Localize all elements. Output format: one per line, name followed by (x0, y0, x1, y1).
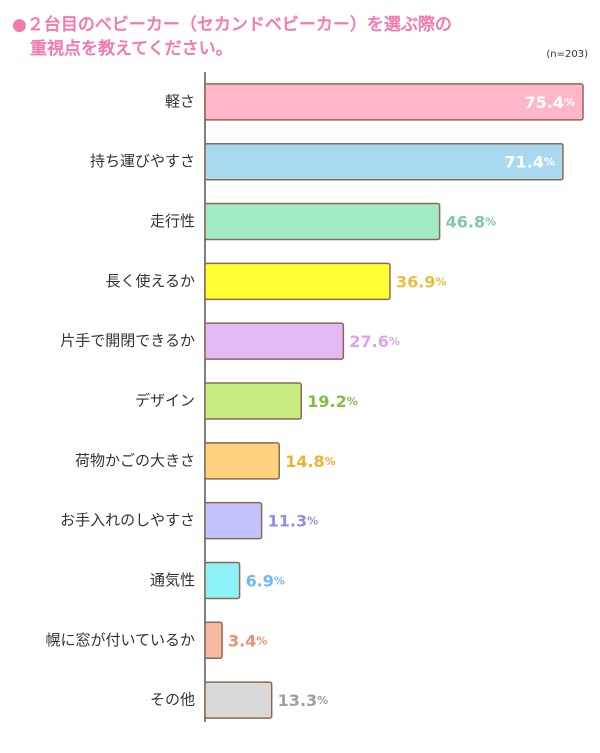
value-label: 3.4% (228, 631, 267, 650)
bar (204, 83, 584, 121)
value-number: 3.4 (228, 631, 256, 650)
category-label: 持ち運びやすさ (90, 152, 195, 170)
value-unit: % (564, 96, 575, 109)
category-label: 幌に窓が付いているか (45, 631, 195, 649)
bar (204, 382, 303, 420)
category-label: 片手で開閉できるか (60, 332, 195, 350)
bar (204, 442, 280, 480)
sample-size: (n=203) (546, 49, 588, 60)
value-number: 36.9 (396, 272, 435, 291)
value-label: 46.8% (446, 212, 497, 231)
category-label: 軽さ (165, 92, 195, 110)
bar (204, 561, 241, 600)
category-label: 長く使えるか (105, 272, 195, 290)
value-number: 46.8 (446, 212, 485, 231)
bar (204, 501, 263, 540)
value-unit: % (544, 156, 555, 169)
value-label: 6.9% (246, 571, 285, 590)
value-label: 11.3% (268, 511, 319, 530)
chart-title: ●２台目のベビーカー（セカンドベビーカー）を選ぶ際の (12, 14, 452, 35)
value-number: 13.3 (278, 691, 317, 710)
chart-title: 重視点を教えてください。 (30, 38, 233, 59)
bar (204, 262, 391, 301)
bar (204, 142, 564, 181)
category-label: その他 (150, 691, 195, 709)
value-number: 71.4 (504, 152, 543, 171)
value-unit: % (485, 216, 496, 229)
bar (204, 681, 273, 719)
value-unit: % (325, 455, 336, 468)
value-number: 6.9 (246, 571, 274, 590)
bar (204, 322, 345, 360)
value-label: 13.3% (278, 691, 329, 710)
category-label: デザイン (135, 392, 195, 410)
value-label: 19.2% (307, 392, 358, 411)
value-label: 36.9% (396, 272, 447, 291)
value-label: 14.8% (285, 451, 336, 470)
value-label: 71.4% (504, 152, 555, 171)
value-unit: % (256, 634, 267, 647)
value-number: 75.4 (524, 92, 563, 111)
value-number: 11.3 (268, 511, 307, 530)
value-number: 14.8 (285, 451, 324, 470)
value-label: 75.4% (524, 92, 575, 111)
bar (204, 202, 441, 241)
bar (204, 621, 223, 660)
category-label: 走行性 (150, 212, 195, 230)
category-label: 荷物かごの大きさ (75, 451, 195, 469)
value-unit: % (389, 335, 400, 348)
value-unit: % (347, 395, 358, 408)
category-label: お手入れのしやすさ (60, 511, 195, 529)
value-unit: % (274, 574, 285, 587)
category-label: 通気性 (150, 571, 195, 589)
value-unit: % (435, 275, 446, 288)
value-number: 19.2 (307, 392, 346, 411)
value-unit: % (317, 694, 328, 707)
value-label: 27.6% (349, 332, 400, 351)
value-unit: % (307, 515, 318, 528)
value-number: 27.6 (349, 332, 388, 351)
